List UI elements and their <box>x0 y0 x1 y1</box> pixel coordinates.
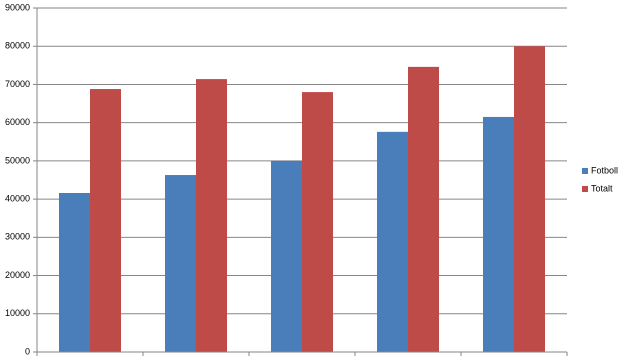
y-tick-label: 90000 <box>5 2 30 12</box>
bar <box>377 131 408 352</box>
bar <box>514 46 545 352</box>
legend-swatch <box>582 186 588 192</box>
y-tick-label: 20000 <box>5 270 30 280</box>
bar <box>196 79 227 353</box>
y-tick-label: 40000 <box>5 193 30 203</box>
y-tick-label: 70000 <box>5 79 30 89</box>
bar <box>483 116 514 352</box>
bar <box>271 160 302 352</box>
y-tick-label: 10000 <box>5 308 30 318</box>
legend-label: Fotboll <box>591 165 618 175</box>
bar <box>90 89 121 352</box>
y-tick-label: 50000 <box>5 155 30 165</box>
bar <box>302 92 333 352</box>
y-tick-label: 80000 <box>5 41 30 51</box>
bar <box>408 66 439 353</box>
legend-label: Totalt <box>591 183 613 193</box>
bar <box>165 175 196 352</box>
y-tick-label: 30000 <box>5 232 30 242</box>
y-tick-label: 0 <box>25 346 30 356</box>
y-tick-label: 60000 <box>5 117 30 127</box>
bar <box>59 192 90 352</box>
legend-swatch <box>582 168 588 174</box>
